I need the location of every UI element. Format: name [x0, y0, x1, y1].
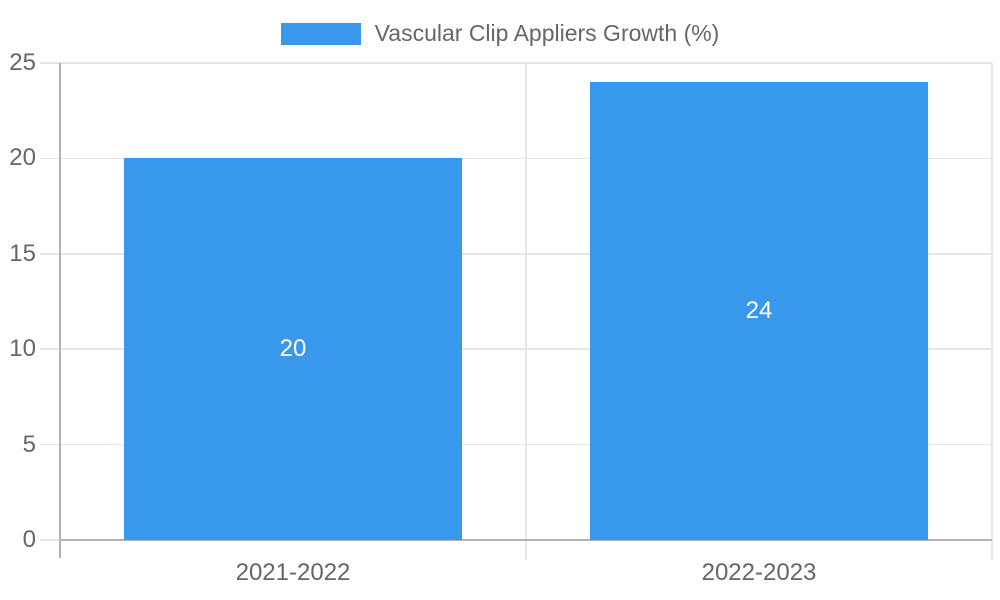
x-axis-label: 2022-2023	[701, 559, 817, 586]
bar-value-label: 20	[279, 335, 307, 363]
y-tick-label: 5	[22, 430, 36, 458]
y-axis-tick	[40, 253, 60, 255]
gridline-vertical	[525, 63, 527, 560]
y-axis-tick	[40, 157, 60, 160]
y-tick-label: 20	[9, 144, 36, 172]
chart-legend: Vascular Clip Appliers Growth (%)	[0, 20, 1000, 47]
y-tick-label: 10	[9, 335, 36, 363]
legend-label: Vascular Clip Appliers Growth (%)	[374, 20, 720, 46]
bar-value-label: 24	[745, 297, 773, 325]
x-axis-line	[60, 539, 992, 541]
y-axis-tick	[40, 443, 60, 446]
y-axis-line	[59, 63, 61, 558]
legend-item[interactable]: Vascular Clip Appliers Growth (%)	[280, 20, 720, 47]
y-tick-label: 0	[22, 526, 36, 553]
bar-2021-2022[interactable]: 20	[124, 158, 462, 540]
y-axis-tick	[40, 539, 60, 541]
legend-swatch-icon	[280, 22, 361, 45]
bar-2022-2023[interactable]: 24	[590, 82, 928, 540]
gridline-vertical	[991, 63, 993, 560]
y-tick-label: 25	[9, 49, 36, 76]
y-axis-tick	[40, 348, 60, 350]
x-axis-label: 2021-2022	[235, 559, 351, 586]
y-tick-label: 15	[9, 239, 36, 267]
y-axis-tick	[40, 62, 60, 64]
